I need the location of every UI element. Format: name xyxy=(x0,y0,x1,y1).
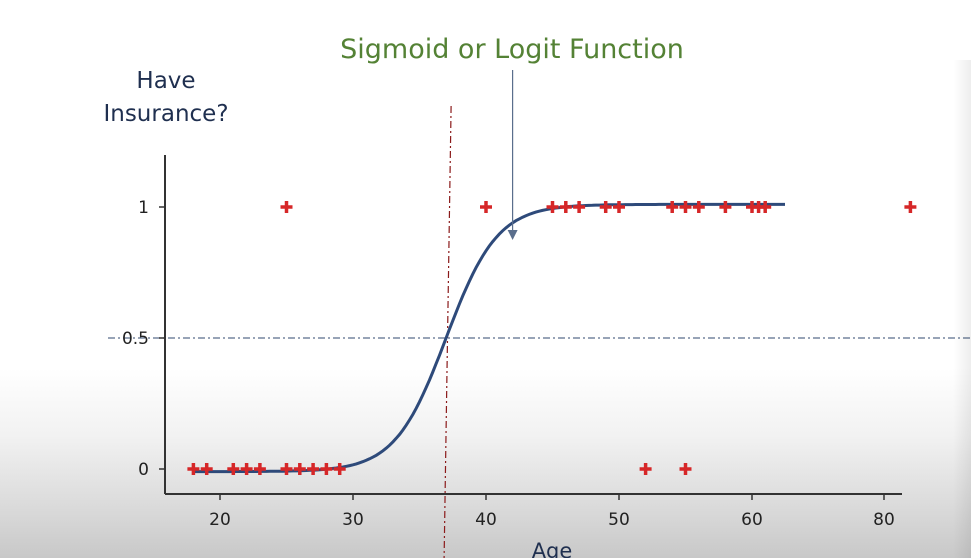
data-point xyxy=(692,201,705,213)
data-point xyxy=(613,201,625,213)
data-point xyxy=(599,201,612,213)
data-point xyxy=(719,201,732,213)
data-point xyxy=(227,463,240,475)
x-tick-label: 30 xyxy=(342,510,364,530)
y-tick-label: 0.5 xyxy=(122,329,149,349)
data-point xyxy=(546,201,559,213)
data-point xyxy=(280,201,293,213)
threshold-guides xyxy=(108,105,971,558)
sigmoid-curve-group xyxy=(193,202,785,474)
window-edge-shadow xyxy=(953,60,971,558)
x-tick-label: 60 xyxy=(741,510,763,530)
data-point xyxy=(240,463,253,475)
data-points xyxy=(187,201,917,475)
data-point xyxy=(759,201,772,213)
x-axis-label: Age xyxy=(532,539,573,558)
data-point xyxy=(639,463,652,475)
chart-title: Sigmoid or Logit Function xyxy=(340,34,684,65)
annotation-arrow-head xyxy=(507,230,518,240)
x-tick-label: 80 xyxy=(873,510,895,530)
data-point xyxy=(573,201,586,213)
data-point xyxy=(293,463,306,475)
sigmoid-curve xyxy=(193,202,785,474)
x-tick-label: 20 xyxy=(209,510,231,530)
data-point xyxy=(666,201,679,213)
data-point xyxy=(280,463,293,475)
data-point xyxy=(904,201,917,213)
x-axis-ticks: 20 30 40 50 60 80 xyxy=(209,494,895,530)
data-point xyxy=(480,201,492,213)
y-axis-ticks: 00.51 xyxy=(122,198,165,480)
data-point xyxy=(333,463,346,475)
data-point xyxy=(559,201,572,213)
axes xyxy=(164,155,902,495)
data-point xyxy=(200,463,213,475)
data-point xyxy=(679,201,692,213)
y-tick-label: 1 xyxy=(138,198,149,218)
data-point xyxy=(679,463,692,475)
x-tick-label: 50 xyxy=(608,510,630,530)
y-axis-label-line-2: Insurance? xyxy=(103,101,228,127)
y-tick-label: 0 xyxy=(138,460,149,480)
data-point xyxy=(253,463,266,475)
annotation-arrow xyxy=(507,70,518,240)
data-point xyxy=(320,463,333,475)
data-point xyxy=(307,463,320,475)
x-tick-label: 40 xyxy=(475,510,497,530)
y-axis-label-line-1: Have xyxy=(136,68,195,94)
data-point xyxy=(187,463,200,475)
